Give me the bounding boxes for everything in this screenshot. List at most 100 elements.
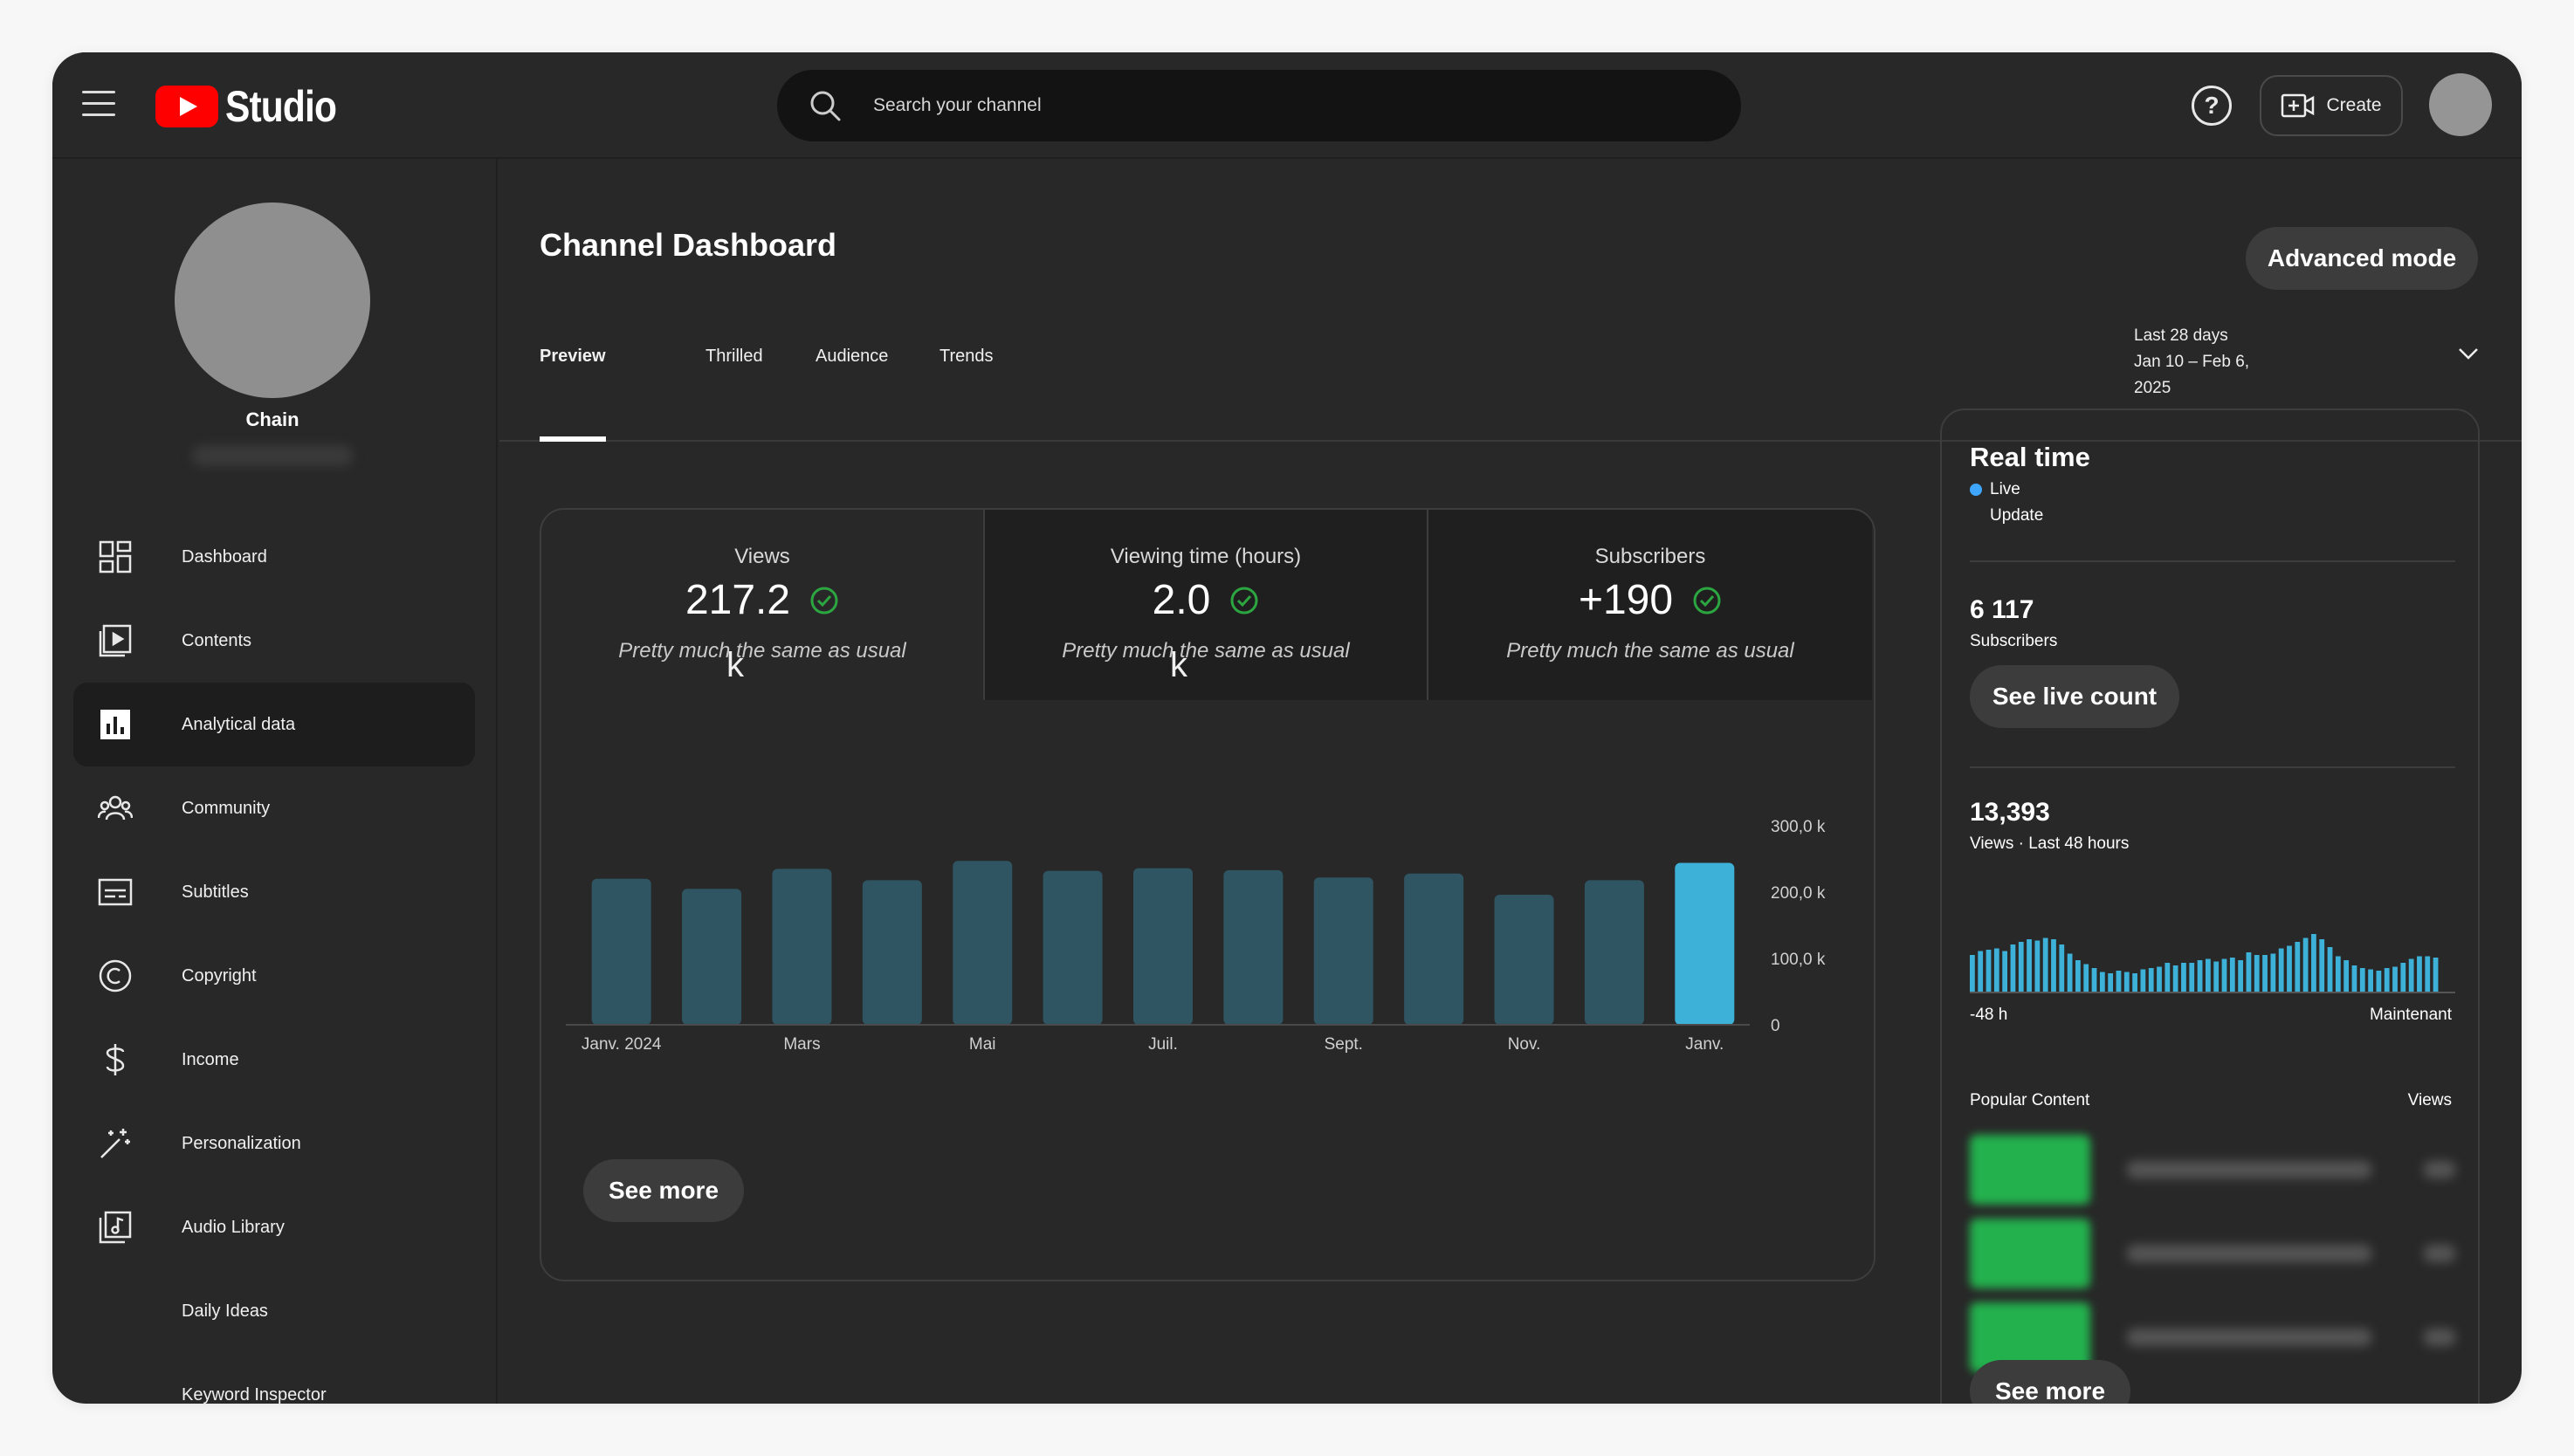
realtime-bar-17[interactable] — [2108, 973, 2114, 992]
realtime-bar-26[interactable] — [2181, 963, 2186, 992]
metric-views[interactable]: Views 217.2 Pretty much the same as usua… — [541, 510, 985, 700]
help-icon[interactable]: ? — [2192, 86, 2232, 126]
realtime-bar-2[interactable] — [1986, 950, 1992, 992]
realtime-bar-45[interactable] — [2335, 956, 2341, 992]
bar-8[interactable] — [1313, 877, 1373, 1025]
realtime-bar-48[interactable] — [2359, 968, 2365, 992]
bar-11[interactable] — [1584, 880, 1644, 1025]
tab-audience[interactable]: Audience — [816, 347, 889, 366]
search-bar[interactable] — [777, 70, 1741, 141]
realtime-bar-15[interactable] — [2091, 968, 2097, 992]
realtime-bar-27[interactable] — [2189, 963, 2195, 992]
realtime-bar-57[interactable] — [2433, 958, 2439, 992]
realtime-bar-56[interactable] — [2425, 956, 2431, 992]
bar-10[interactable] — [1494, 895, 1554, 1025]
realtime-bar-31[interactable] — [2221, 958, 2227, 992]
realtime-bar-32[interactable] — [2229, 958, 2235, 992]
realtime-bar-7[interactable] — [2027, 939, 2032, 992]
realtime-bar-8[interactable] — [2034, 940, 2041, 992]
realtime-bar-54[interactable] — [2408, 958, 2414, 992]
realtime-bar-24[interactable] — [2164, 963, 2171, 992]
realtime-bar-47[interactable] — [2351, 965, 2357, 992]
realtime-bar-11[interactable] — [2059, 944, 2065, 992]
metric-subscribers[interactable]: Subscribers +190 Pretty much the same as… — [1428, 510, 1872, 700]
realtime-bar-50[interactable] — [2376, 971, 2382, 992]
realtime-bar-33[interactable] — [2238, 960, 2244, 992]
popular-content-item[interactable] — [1970, 1219, 2455, 1288]
sidebar-item-audio-library[interactable]: Audio Library — [73, 1185, 475, 1269]
sidebar-item-personalization[interactable]: Personalization — [73, 1102, 475, 1185]
realtime-bar-43[interactable] — [2319, 939, 2325, 992]
bar-7[interactable] — [1223, 869, 1284, 1025]
realtime-bar-4[interactable] — [2002, 951, 2008, 992]
realtime-bar-3[interactable] — [1993, 948, 1999, 992]
realtime-bar-42[interactable] — [2311, 934, 2316, 992]
bar-2[interactable] — [772, 869, 832, 1025]
sidebar-item-daily-ideas[interactable]: Daily Ideas — [73, 1269, 475, 1353]
realtime-bar-9[interactable] — [2042, 937, 2048, 992]
sidebar-item-contents[interactable]: Contents — [73, 599, 475, 683]
account-avatar[interactable] — [2429, 73, 2492, 136]
realtime-bar-44[interactable] — [2327, 947, 2333, 992]
tab-trends[interactable]: Trends — [939, 347, 994, 366]
realtime-bar-53[interactable] — [2400, 963, 2406, 992]
sidebar-item-copyright[interactable]: Copyright — [73, 934, 475, 1018]
realtime-bar-51[interactable] — [2384, 968, 2390, 992]
realtime-bar-23[interactable] — [2157, 966, 2162, 992]
bar-5[interactable] — [1043, 870, 1103, 1025]
bar-4[interactable] — [953, 861, 1013, 1025]
search-input[interactable] — [873, 70, 1659, 141]
realtime-bar-14[interactable] — [2083, 964, 2089, 992]
realtime-bar-10[interactable] — [2051, 939, 2056, 992]
realtime-bar-34[interactable] — [2246, 952, 2252, 992]
sidebar-item-analytics[interactable]: Analytical data — [73, 683, 475, 766]
bar-9[interactable] — [1404, 873, 1464, 1025]
chevron-down-icon[interactable] — [2455, 340, 2481, 367]
realtime-bar-52[interactable] — [2392, 966, 2398, 992]
realtime-bar-29[interactable] — [2206, 958, 2211, 992]
search-icon[interactable] — [809, 89, 842, 122]
bar-0[interactable] — [591, 878, 651, 1025]
realtime-bar-37[interactable] — [2270, 953, 2276, 992]
realtime-bar-38[interactable] — [2278, 948, 2284, 992]
realtime-bar-46[interactable] — [2343, 960, 2350, 992]
date-range-selector[interactable]: Last 28 days Jan 10 – Feb 6, 2025 — [2134, 323, 2256, 402]
realtime-bar-22[interactable] — [2148, 968, 2154, 992]
sidebar-item-dashboard[interactable]: Dashboard — [73, 515, 475, 599]
realtime-bar-28[interactable] — [2197, 960, 2203, 992]
realtime-bar-30[interactable] — [2213, 961, 2220, 992]
see-more-realtime-button[interactable]: See more — [1970, 1360, 2130, 1404]
realtime-bar-13[interactable] — [2075, 960, 2081, 992]
realtime-bar-16[interactable] — [2099, 972, 2105, 992]
realtime-bar-49[interactable] — [2368, 969, 2373, 992]
realtime-bar-55[interactable] — [2417, 956, 2422, 992]
bar-6[interactable] — [1133, 868, 1193, 1025]
advanced-mode-button[interactable]: Advanced mode — [2246, 227, 2478, 290]
see-live-count-button[interactable]: See live count — [1970, 665, 2179, 728]
realtime-bar-6[interactable] — [2018, 942, 2024, 992]
sidebar-item-income[interactable]: Income — [73, 1018, 475, 1102]
sidebar-item-keyword-inspector[interactable]: Keyword Inspector — [73, 1353, 475, 1404]
bar-1[interactable] — [682, 889, 742, 1025]
tab-thrilled[interactable]: Thrilled — [705, 347, 763, 366]
create-button[interactable]: Create — [2260, 75, 2403, 136]
realtime-bar-18[interactable] — [2116, 971, 2122, 992]
popular-content-item[interactable] — [1970, 1135, 2455, 1205]
realtime-bar-35[interactable] — [2254, 955, 2260, 992]
channel-avatar[interactable] — [175, 203, 370, 398]
bar-12[interactable] — [1675, 862, 1735, 1025]
realtime-bar-36[interactable] — [2262, 955, 2268, 992]
studio-logo[interactable]: Studio — [155, 82, 356, 131]
tab-preview[interactable]: Preview — [540, 323, 606, 442]
hamburger-menu-icon[interactable] — [82, 91, 115, 119]
realtime-bar-19[interactable] — [2123, 972, 2130, 992]
sidebar-item-subtitles[interactable]: Subtitles — [73, 850, 475, 934]
metric-viewing-time[interactable]: Viewing time (hours) 2.0 Pretty much the… — [985, 510, 1428, 700]
see-more-button[interactable]: See more — [583, 1159, 744, 1222]
realtime-bar-25[interactable] — [2172, 965, 2178, 992]
realtime-bar-41[interactable] — [2302, 937, 2309, 992]
realtime-bar-12[interactable] — [2067, 953, 2073, 992]
sidebar-item-community[interactable]: Community — [73, 766, 475, 850]
realtime-bar-39[interactable] — [2287, 945, 2292, 992]
realtime-bar-1[interactable] — [1978, 951, 1984, 992]
